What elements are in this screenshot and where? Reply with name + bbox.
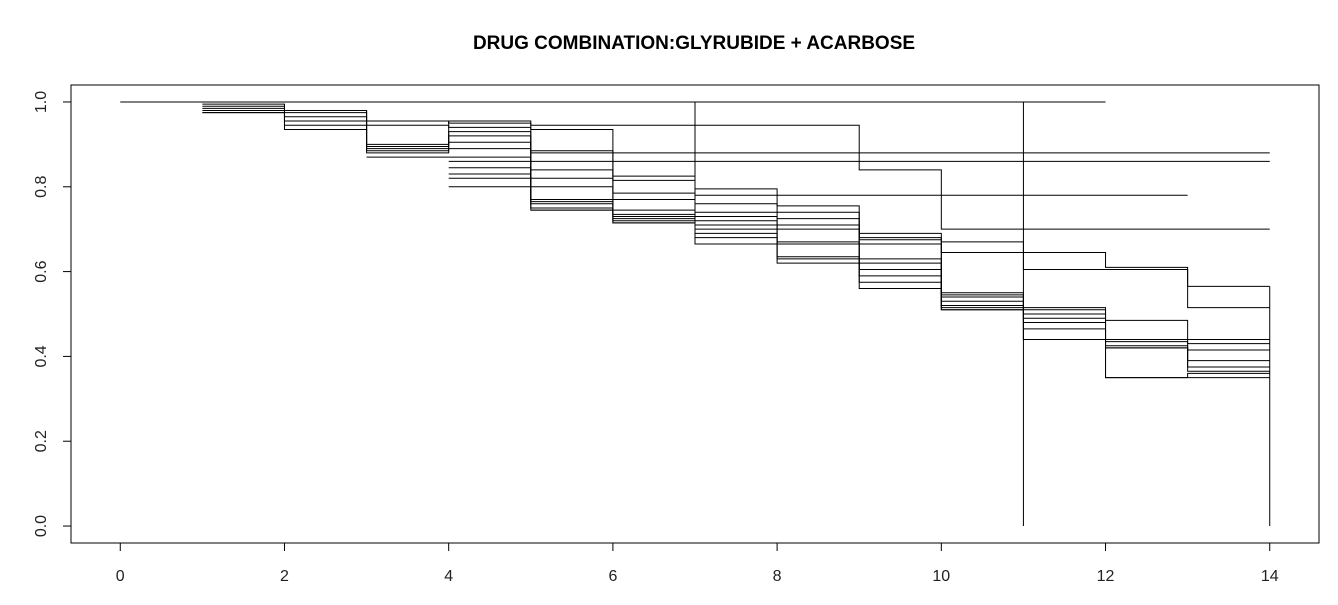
x-tick-label: 12 <box>1097 568 1115 585</box>
y-tick-label: 0.2 <box>33 430 50 452</box>
x-axis: 0 2 4 6 8 10 12 14 <box>116 542 1279 585</box>
x-tick-label: 14 <box>1261 568 1279 585</box>
survival-curve-4 <box>202 107 1270 162</box>
survival-curve-9 <box>366 156 1270 345</box>
x-tick-label: 8 <box>773 568 782 585</box>
x-tick-label: 2 <box>280 568 289 585</box>
survival-curve-7 <box>202 112 1270 309</box>
y-tick-label: 0.4 <box>33 345 50 367</box>
survival-curve-15 <box>530 209 1270 379</box>
chart-title: DRUG COMBINATION:GLYRUBIDE + ACARBOSE <box>472 33 916 54</box>
step-curves <box>120 101 1271 527</box>
survival-curve-2 <box>202 103 1270 230</box>
y-tick-label: 0.0 <box>33 515 50 537</box>
y-tick-label: 0.8 <box>33 176 50 198</box>
x-tick-label: 10 <box>932 568 950 585</box>
y-tick-label: 0.6 <box>33 260 50 282</box>
y-tick-label: 1.0 <box>33 91 50 113</box>
survival-curve-6 <box>202 112 1270 287</box>
x-tick-label: 0 <box>116 568 125 585</box>
x-tick-label: 4 <box>444 568 453 585</box>
x-tick-label: 6 <box>608 568 617 585</box>
y-axis: 0.0 0.2 0.4 0.6 0.8 1.0 <box>33 91 72 537</box>
